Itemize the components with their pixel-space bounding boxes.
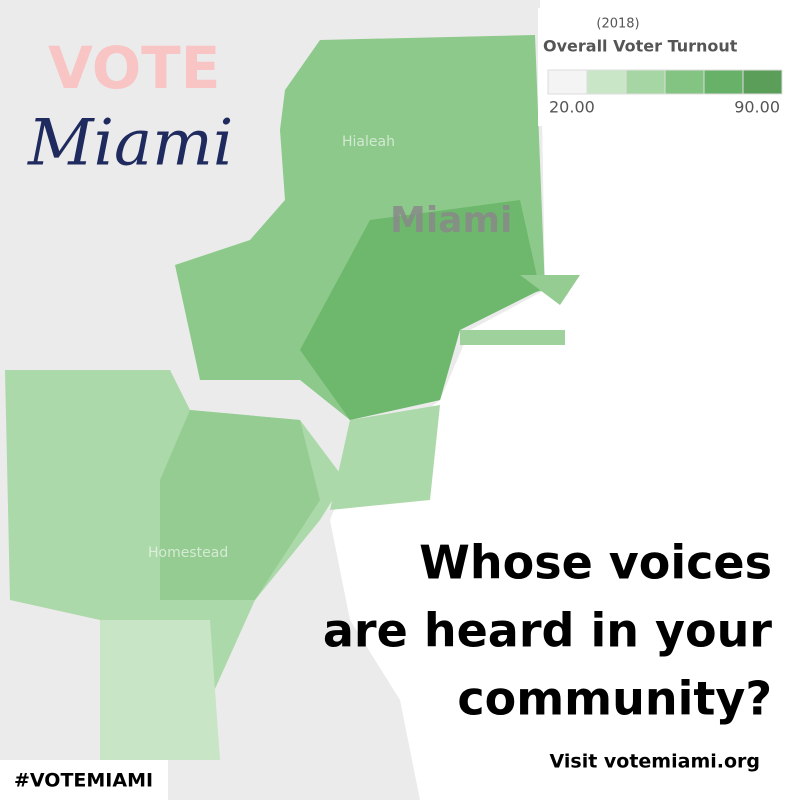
hashtag-box xyxy=(0,760,168,800)
call-to-action: Visit votemiami.org xyxy=(550,751,761,773)
key-biscayne xyxy=(460,330,565,345)
legend-swatch xyxy=(625,69,666,95)
legend-swatch xyxy=(664,69,705,95)
legend-swatch xyxy=(586,69,627,95)
headline-line: are heard in your xyxy=(323,604,772,658)
hashtag: #VOTEMIAMI xyxy=(14,770,153,792)
water xyxy=(330,0,800,800)
legend-min: 20.00 xyxy=(549,98,595,117)
legend-year: (2018) xyxy=(596,17,639,32)
region-core xyxy=(300,200,540,420)
legend-swatch xyxy=(742,69,783,95)
headline: Whose voices are heard in your community… xyxy=(323,536,772,726)
region-southeast xyxy=(330,405,440,510)
region-south xyxy=(100,620,220,760)
map-city-label: Miami xyxy=(390,200,512,241)
region-central-south xyxy=(160,410,320,600)
map-south-label: Homestead xyxy=(148,545,228,561)
brand-city: Miami xyxy=(27,107,233,181)
legend-swatches xyxy=(547,69,783,95)
brand-word: VOTE xyxy=(48,34,220,102)
legend-max: 90.00 xyxy=(734,98,780,117)
headline-line: Whose voices xyxy=(419,536,772,590)
legend-box xyxy=(538,8,796,126)
legend-swatch xyxy=(703,69,744,95)
map-north-label: Hialeah xyxy=(342,134,395,150)
legend-title: Overall Voter Turnout xyxy=(543,37,738,56)
headline-line: community? xyxy=(457,672,772,726)
miami-beach xyxy=(520,275,580,305)
legend-swatch xyxy=(547,69,588,95)
